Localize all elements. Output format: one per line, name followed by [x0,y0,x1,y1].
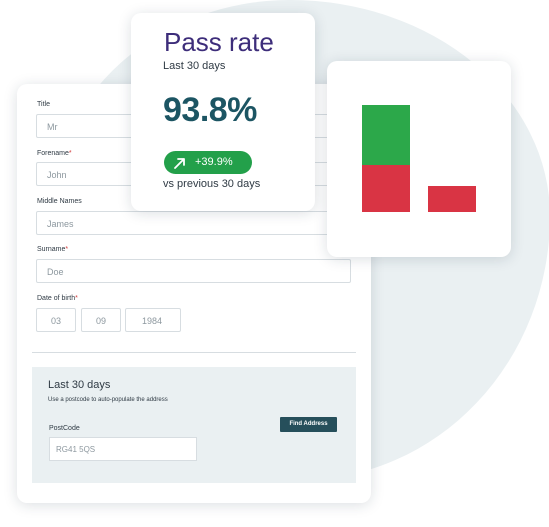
dob-day-input[interactable]: 03 [36,308,76,332]
bar-1-segment-0 [428,186,476,212]
surname-input[interactable]: Doe [36,259,351,283]
middle-names-label: Middle Names [37,198,82,205]
pass-rate-value: 93.8% [163,91,257,129]
change-value: +39.9% [195,156,233,168]
pass-rate-card: Pass rate Last 30 days 93.8% +39.9% vs p… [131,13,315,211]
dob-year-input[interactable]: 1984 [125,308,181,332]
bar-0-segment-0 [362,165,410,212]
change-badge: +39.9% [164,151,252,174]
arrow-up-right-icon [174,158,185,169]
dob-label: Date of birth* [37,295,78,302]
pass-rate-period: Last 30 days [163,60,226,72]
postcode-input[interactable]: RG41 5QS [49,437,197,461]
form-divider [32,352,356,353]
postcode-label: PostCode [49,425,80,432]
comparison-text: vs previous 30 days [163,178,261,190]
pass-rate-title: Pass rate [164,27,274,57]
results-chart-card [327,61,511,257]
address-title: Last 30 days [48,379,111,391]
address-help-text: Use a postcode to auto-populate the addr… [48,397,168,403]
results-bar-chart [362,105,476,212]
dob-month-input[interactable]: 09 [81,308,121,332]
title-label: Title [37,101,50,108]
forename-label: Forename* [37,150,72,157]
surname-label: Surname* [37,246,69,253]
find-address-button[interactable]: Find Address [280,417,337,432]
middle-names-input[interactable]: James [36,211,351,235]
bar-0-segment-1 [362,105,410,165]
address-section: Last 30 days Use a postcode to auto-popu… [32,367,356,483]
